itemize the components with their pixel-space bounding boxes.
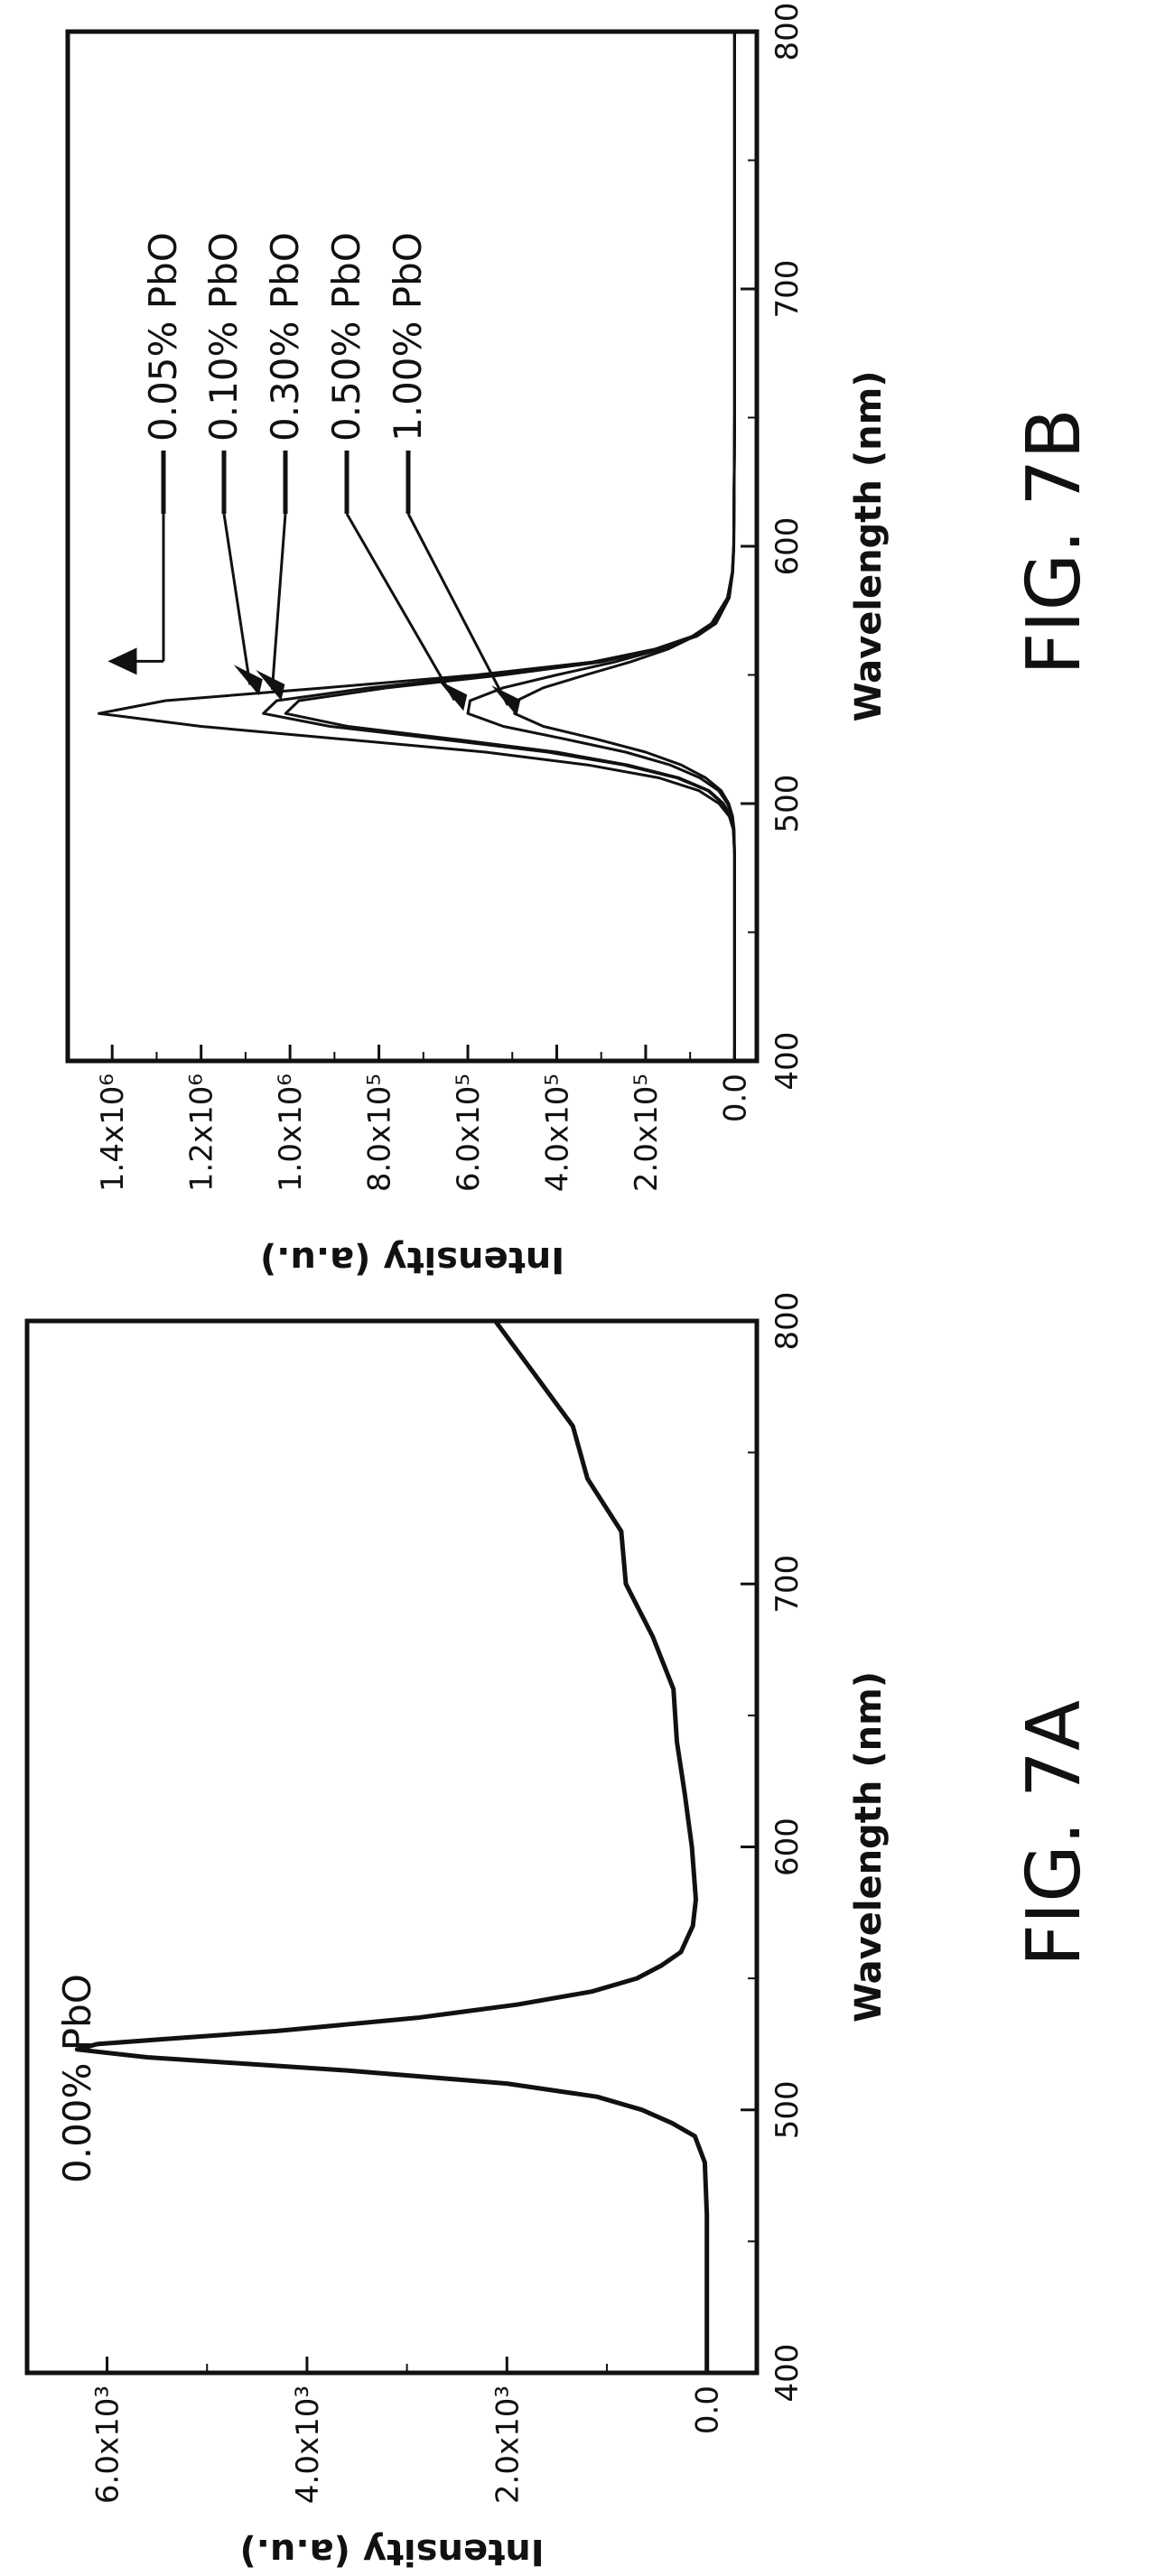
- y-tick-label: 6.0x10⁵: [451, 1074, 487, 1192]
- x-tick-label: 600: [769, 517, 806, 576]
- y-tick-label: 2.0x10³: [489, 2385, 526, 2504]
- y-tick-label: 1.4x10⁶: [95, 1074, 131, 1192]
- x-tick-label: 400: [769, 1032, 806, 1091]
- series-line-1.00-pbo: [513, 32, 736, 1061]
- arrowhead: [107, 647, 137, 675]
- plot-frame: [24, 1318, 760, 2376]
- x-tick-label: 700: [769, 1555, 806, 1613]
- y-tick-label: 1.0x10⁶: [273, 1074, 309, 1192]
- series-line-0.05-pbo: [98, 32, 736, 1061]
- y-tick-label: 4.0x10³: [290, 2385, 326, 2504]
- series-line-0.50-pbo: [466, 32, 736, 1061]
- leader-line: [222, 513, 252, 685]
- leader-line: [345, 513, 456, 702]
- x-tick-label: 800: [769, 1292, 806, 1351]
- y-tick-label: 4.0x10⁵: [539, 1074, 575, 1192]
- arrowhead: [438, 680, 468, 711]
- figure-label-7a: FIG. 7A: [1012, 1700, 1097, 1967]
- y-tick-label: 1.2x10⁶: [184, 1074, 220, 1192]
- legend-label-0.10-pbo: 0.10% PbO: [201, 232, 246, 442]
- legend-label-0.50-pbo: 0.50% PbO: [324, 232, 368, 442]
- x-tick-label: 500: [769, 2080, 806, 2139]
- x-tick-label: 800: [769, 3, 806, 61]
- y-axis-label: Intensity (a.u.): [260, 1239, 564, 1280]
- annotation-0.00-pbo: 0.00% PbO: [55, 1974, 99, 2183]
- x-axis-label: Wavelength (nm): [848, 370, 890, 721]
- y-tick-label: 0.0: [690, 2385, 726, 2434]
- x-axis-label: Wavelength (nm): [848, 1671, 890, 2023]
- y-tick-label: 0.0: [717, 1074, 753, 1122]
- legend-label-0.30-pbo: 0.30% PbO: [263, 232, 307, 442]
- y-axis-label: Intensity (a.u.): [239, 2531, 544, 2572]
- figure-label-7b: FIG. 7B: [1012, 408, 1097, 674]
- series-line-0.10-pbo: [262, 32, 736, 1061]
- leader-line: [270, 513, 287, 691]
- x-tick-label: 700: [769, 260, 806, 319]
- series-line-0.30-pbo: [284, 32, 736, 1061]
- x-tick-label: 500: [769, 775, 806, 833]
- arrowhead: [233, 665, 263, 696]
- chart-fig7a: 400 500 600 700 800 0.0 2.0x10³ 4.0x10³ 6.0x10³ W…: [24, 1292, 1097, 2572]
- legend-label-0.05-pbo: 0.05% PbO: [141, 232, 185, 442]
- y-tick-label: 8.0x10⁵: [362, 1074, 398, 1192]
- y-tick-label: 2.0x10⁵: [629, 1074, 665, 1192]
- x-tick-label: 400: [769, 2344, 806, 2403]
- leader-line: [406, 513, 509, 706]
- series-line-0.00-pbo: [74, 1319, 710, 2373]
- arrowhead: [256, 670, 285, 701]
- plot-frame: [65, 29, 760, 1064]
- legend-label-1.00-pbo: 1.00% PbO: [386, 232, 430, 442]
- chart-fig7b: 400 500 600 700 800 0.0 2.0x10⁵ 4.0x10⁵ 6.0x10⁵ 8…: [65, 3, 1097, 1280]
- x-tick-label: 600: [769, 1818, 806, 1876]
- arrowhead: [491, 685, 521, 717]
- y-tick-label: 6.0x10³: [90, 2385, 126, 2504]
